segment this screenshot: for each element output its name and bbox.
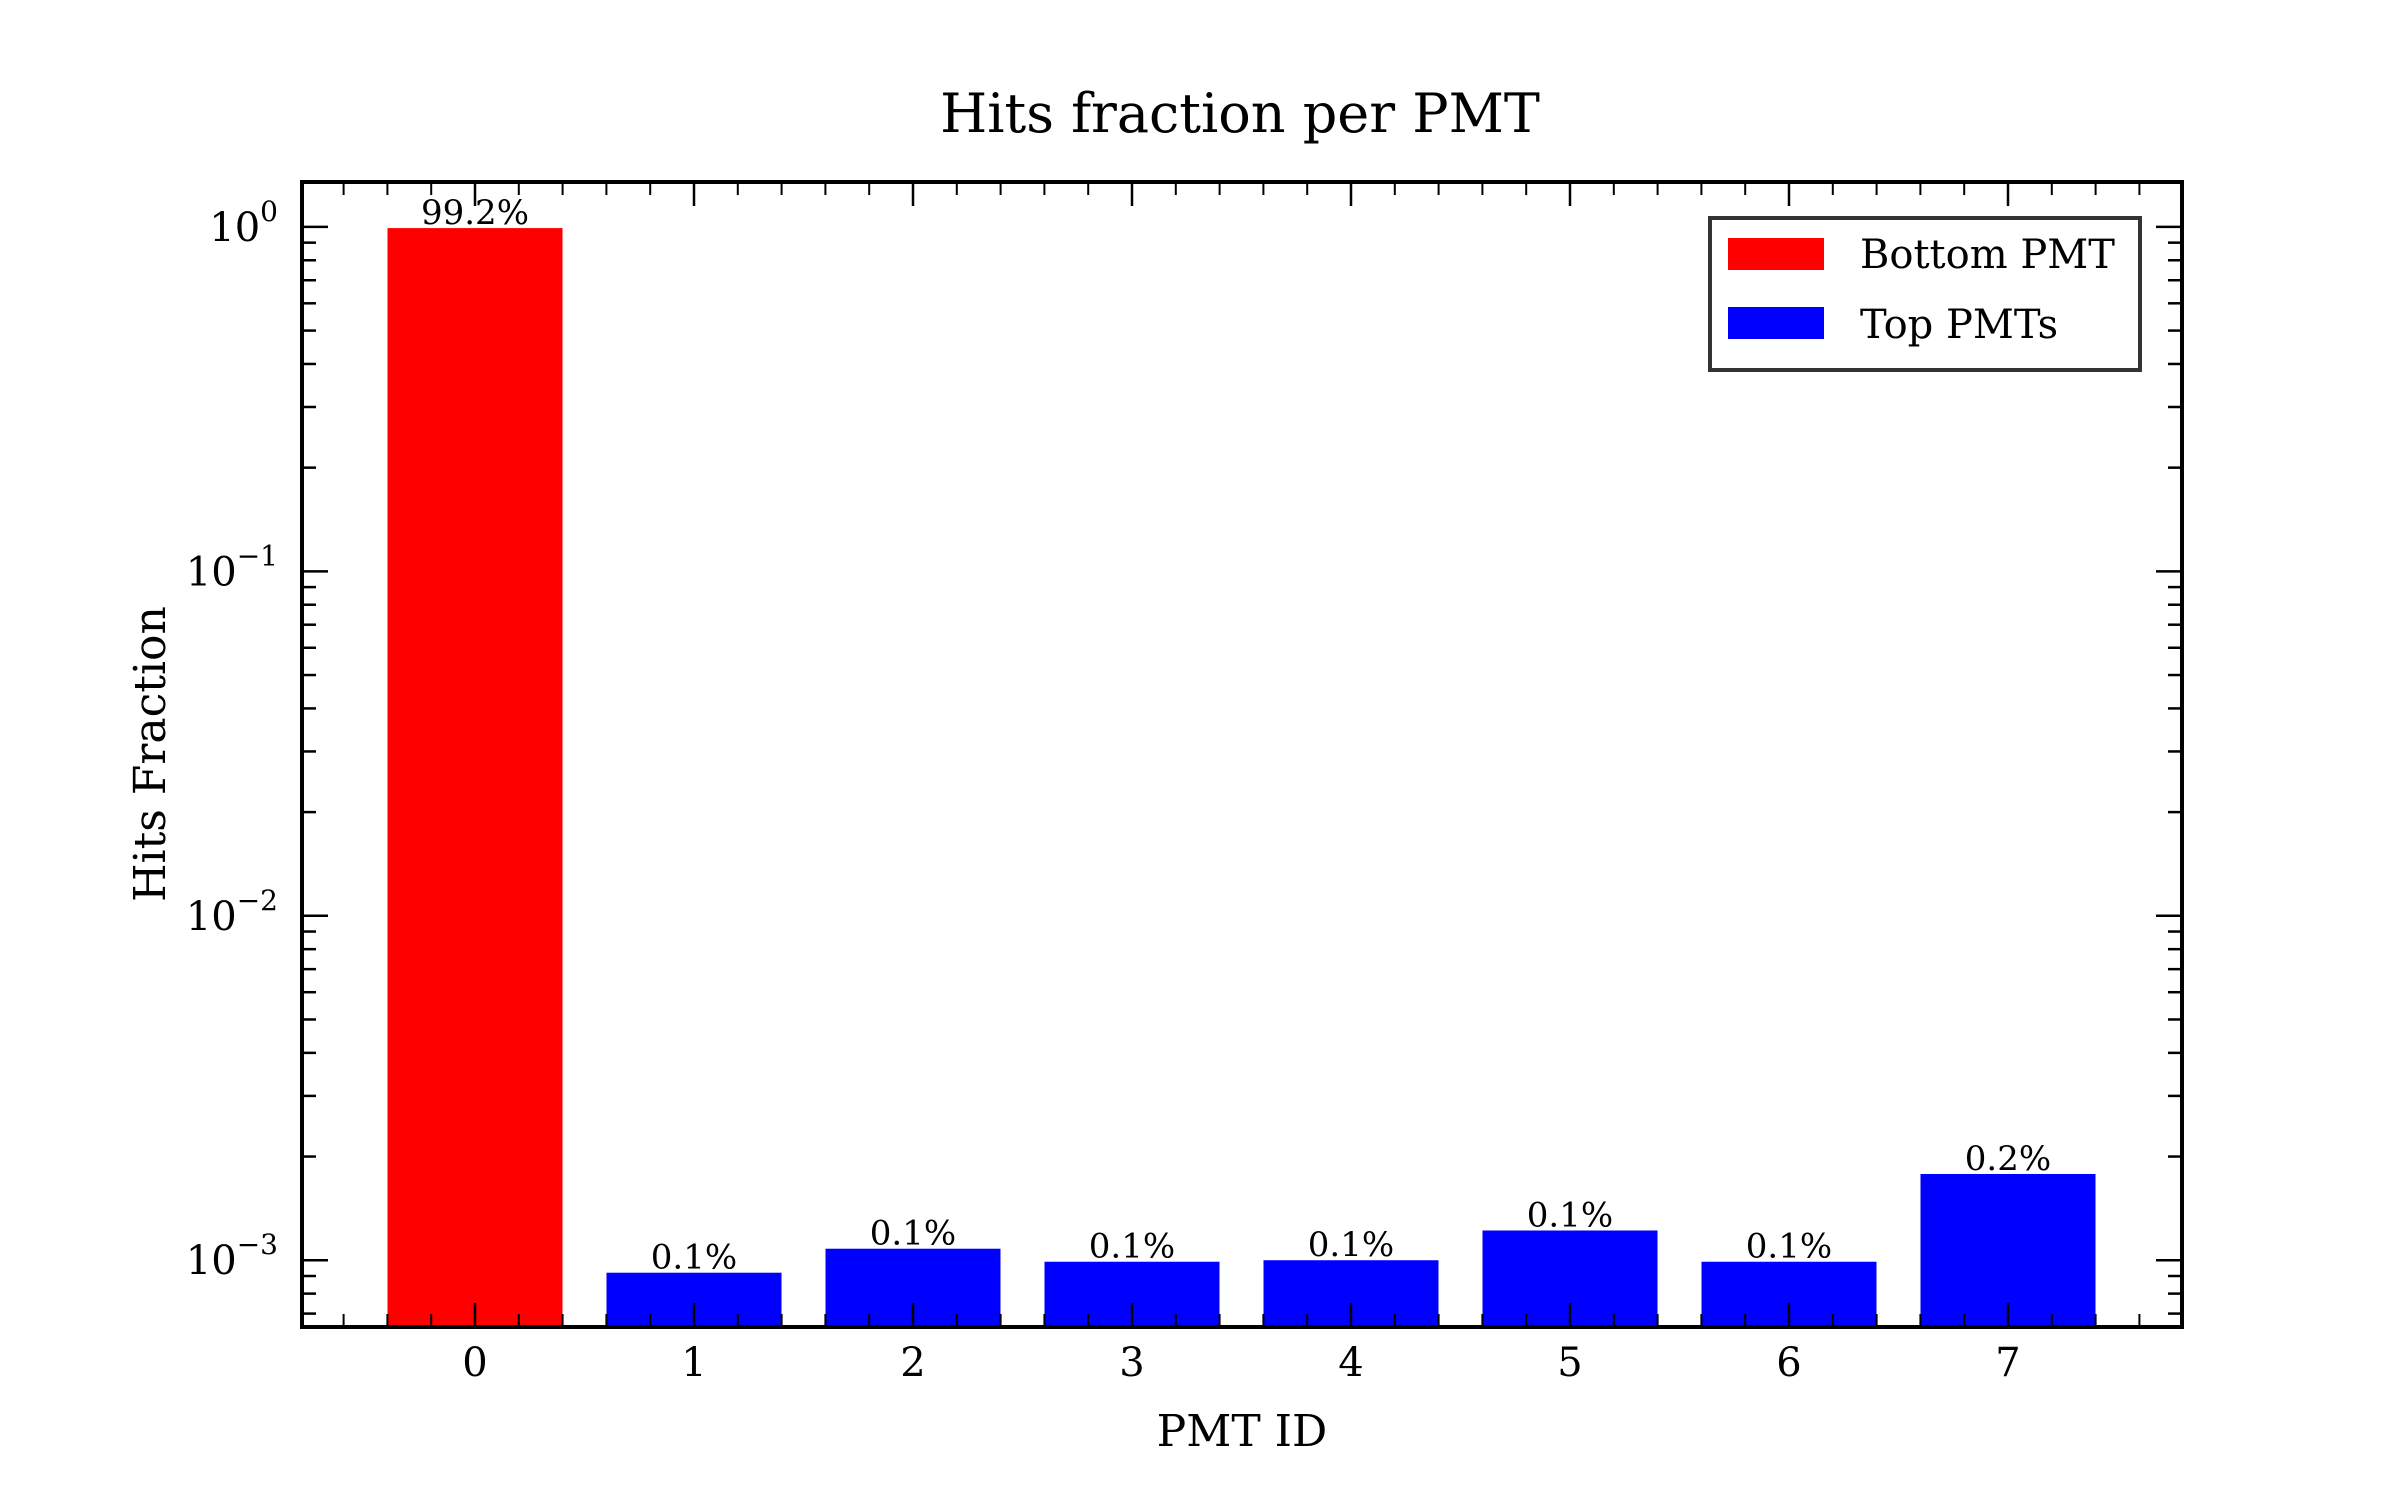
bar-labels-layer: 99.2%0.1%0.1% 0.1% 0.1%0.1%0.1%0.2% — [421, 193, 2051, 1278]
bar-label-pmt-2: 0.1% — [870, 1214, 956, 1254]
y-axis-label: Hits Fraction — [125, 606, 176, 902]
bar-pmt-0 — [387, 228, 563, 1327]
x-tick-label-4: 4 — [1338, 1340, 1363, 1386]
x-tick-label-6: 6 — [1776, 1340, 1801, 1386]
y-tick-label: 10−1 — [186, 539, 278, 595]
legend-swatch-top-pmts — [1728, 307, 1824, 339]
x-axis-label: PMT ID — [1157, 1406, 1328, 1457]
x-tick-label-7: 7 — [1995, 1340, 2020, 1386]
bar-label-pmt-3: 0.1% — [1089, 1227, 1175, 1267]
x-axis-ticks: 0 1 2 3 4 5 6 7 — [342, 182, 2141, 1386]
x-tick-label-2: 2 — [900, 1340, 925, 1386]
legend-label-bottom-pmt: Bottom PMT — [1860, 232, 2115, 278]
bar-label-pmt-4: 0.1% — [1308, 1225, 1394, 1265]
legend: Bottom PMT Top PMTs — [1708, 216, 2142, 372]
bar-label-pmt-1: 0.1% — [651, 1238, 737, 1278]
legend-label-top-pmts: Top PMTs — [1860, 302, 2058, 348]
y-tick-label: 10−3 — [186, 1228, 278, 1284]
bar-label-pmt-5: 0.1% — [1527, 1195, 1613, 1235]
plot-frame — [300, 180, 2184, 1329]
x-tick-label-3: 3 — [1119, 1340, 1144, 1386]
bars-layer — [387, 228, 2096, 1327]
bar-label-pmt-6: 0.1% — [1746, 1227, 1832, 1267]
y-tick-label: 10−2 — [186, 884, 278, 940]
y-tick-label: 100 — [209, 195, 278, 251]
x-tick-label-5: 5 — [1557, 1340, 1582, 1386]
legend-swatch-bottom-pmt — [1728, 238, 1824, 270]
bar-pmt-7 — [1920, 1173, 2096, 1327]
x-tick-label-0: 0 — [462, 1340, 487, 1386]
chart-title: Hits fraction per PMT — [940, 82, 1540, 145]
bar-label-pmt-7: 0.2% — [1965, 1139, 2051, 1179]
y-axis-ticks: 100 10−1 10−2 10−3 — [186, 195, 2182, 1315]
x-tick-label-1: 1 — [681, 1340, 706, 1386]
